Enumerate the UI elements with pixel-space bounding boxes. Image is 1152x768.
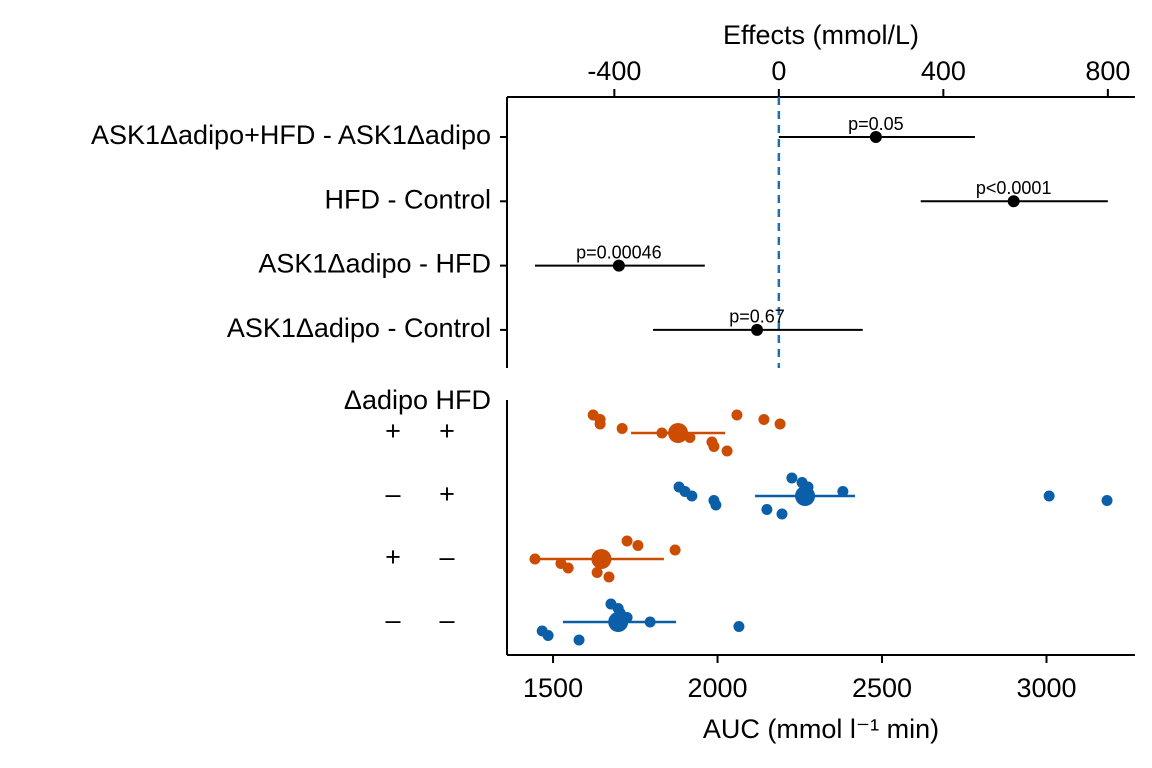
x-tick-label: 3000 [1016, 673, 1076, 703]
y-tick-label: HFD - Control [324, 184, 491, 214]
data-point [758, 414, 770, 425]
data-point [1043, 490, 1055, 502]
adipo-label: + [385, 542, 401, 572]
mean-point [608, 612, 629, 632]
p-value: p=0.00046 [576, 242, 662, 262]
mean-point [591, 549, 612, 569]
data-point [1101, 495, 1113, 506]
data-point [529, 553, 541, 565]
hfd-label: – [439, 605, 454, 635]
p-value: p=0.05 [848, 114, 904, 134]
hfd-label: – [439, 542, 454, 572]
hfd-label: + [439, 479, 455, 509]
data-point [594, 418, 606, 430]
data-point [562, 562, 574, 574]
data-point [686, 490, 698, 502]
x-tick-label: 2500 [852, 673, 912, 703]
mean-point [668, 423, 689, 443]
factor-header: Δadipo HFD [344, 385, 491, 415]
adipo-label: + [385, 416, 401, 446]
x-tick-label: 1500 [523, 673, 583, 703]
adipo-label: – [385, 605, 400, 635]
adipo-label: – [385, 479, 400, 509]
data-point [542, 630, 554, 641]
data-point [786, 472, 798, 484]
data-point [669, 544, 681, 556]
p-value: p<0.0001 [976, 178, 1052, 198]
effect-point [751, 323, 764, 336]
data-point [774, 418, 786, 430]
data-point [632, 540, 644, 551]
y-tick-label: ASK1Δadipo - HFD [258, 249, 491, 279]
data-point [710, 499, 722, 511]
data-point [721, 445, 733, 457]
x-tick-label: 2000 [688, 673, 748, 703]
x-tick-label: 800 [1085, 56, 1130, 86]
hfd-label: + [439, 416, 455, 446]
data-point [621, 535, 633, 547]
mean-point [795, 486, 816, 506]
effect-point [869, 131, 882, 143]
data-point [837, 486, 849, 497]
data-point [733, 621, 745, 632]
x-tick-label: -400 [587, 56, 641, 86]
bottom-axis-title: AUC (mmol l⁻¹ min) [703, 714, 939, 744]
data-point [761, 504, 773, 515]
top-axis-title: Effects (mmol/L) [723, 20, 919, 50]
data-point [731, 409, 743, 421]
y-tick-label: ASK1Δadipo - Control [227, 313, 491, 343]
x-tick-label: 0 [771, 56, 786, 86]
p-value: p=0.67 [729, 307, 785, 327]
data-point [616, 423, 628, 434]
data-point [591, 567, 603, 578]
data-point [776, 508, 788, 520]
effect-point [1007, 195, 1020, 208]
x-tick-label: 400 [921, 56, 966, 86]
y-tick-label: ASK1Δadipo+HFD - ASK1Δadipo [91, 120, 491, 150]
data-point [603, 571, 615, 583]
data-point [708, 441, 720, 452]
data-point [573, 634, 585, 646]
effect-point [612, 259, 625, 272]
